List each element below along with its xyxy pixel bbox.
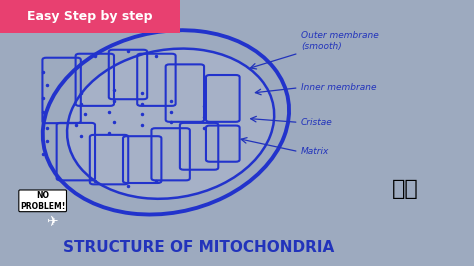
Text: 🔥🔥: 🔥🔥 [392, 179, 419, 199]
Text: Cristae: Cristae [301, 118, 333, 127]
Text: Inner membrane: Inner membrane [301, 83, 376, 92]
Ellipse shape [67, 49, 274, 199]
Text: STRUCTURE OF MITOCHONDRIA: STRUCTURE OF MITOCHONDRIA [64, 240, 335, 255]
Text: Outer membrane
(smooth): Outer membrane (smooth) [301, 31, 379, 51]
Text: Matrix: Matrix [301, 147, 329, 156]
Text: ✈: ✈ [46, 214, 58, 228]
Text: NO
PROBLEM!: NO PROBLEM! [20, 191, 65, 210]
FancyBboxPatch shape [0, 0, 180, 33]
Text: Easy Step by step: Easy Step by step [27, 10, 153, 23]
